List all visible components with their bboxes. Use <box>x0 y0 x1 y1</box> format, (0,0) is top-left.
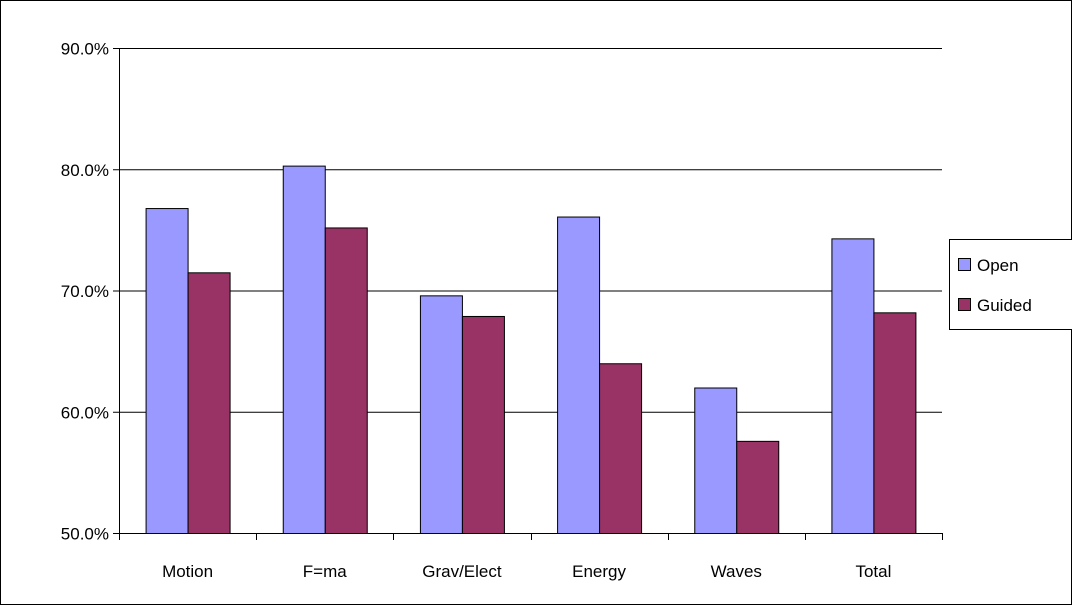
bar-open-3 <box>558 217 600 533</box>
legend: Open Guided <box>950 240 1072 330</box>
legend-swatch-guided <box>959 299 971 311</box>
bar-open-2 <box>420 296 462 534</box>
x-tick-label: Waves <box>711 562 762 581</box>
y-tick-label: 90.0% <box>61 40 109 59</box>
y-tick-label: 70.0% <box>61 282 109 301</box>
bar-guided-5 <box>874 313 916 534</box>
bar-guided-4 <box>737 441 779 533</box>
legend-swatch-open <box>959 259 971 271</box>
legend-label-open: Open <box>977 256 1019 275</box>
bar-open-5 <box>832 239 874 534</box>
bar-guided-0 <box>188 273 230 534</box>
bar-open-0 <box>146 209 188 534</box>
bar-guided-1 <box>325 228 367 534</box>
x-tick-label: F=ma <box>303 562 347 581</box>
bar-guided-2 <box>462 316 504 533</box>
y-tick-label: 50.0% <box>61 525 109 544</box>
bar-open-4 <box>695 388 737 534</box>
x-tick-label: Grav/Elect <box>422 562 502 581</box>
x-tick-label: Total <box>855 562 891 581</box>
x-tick-label: Motion <box>162 562 213 581</box>
bar-open-1 <box>283 166 325 533</box>
bar-guided-3 <box>600 364 642 534</box>
y-tick-label: 60.0% <box>61 403 109 422</box>
legend-box <box>950 240 1072 330</box>
y-tick-label: 80.0% <box>61 161 109 180</box>
legend-label-guided: Guided <box>977 296 1032 315</box>
x-tick-label: Energy <box>572 562 626 581</box>
